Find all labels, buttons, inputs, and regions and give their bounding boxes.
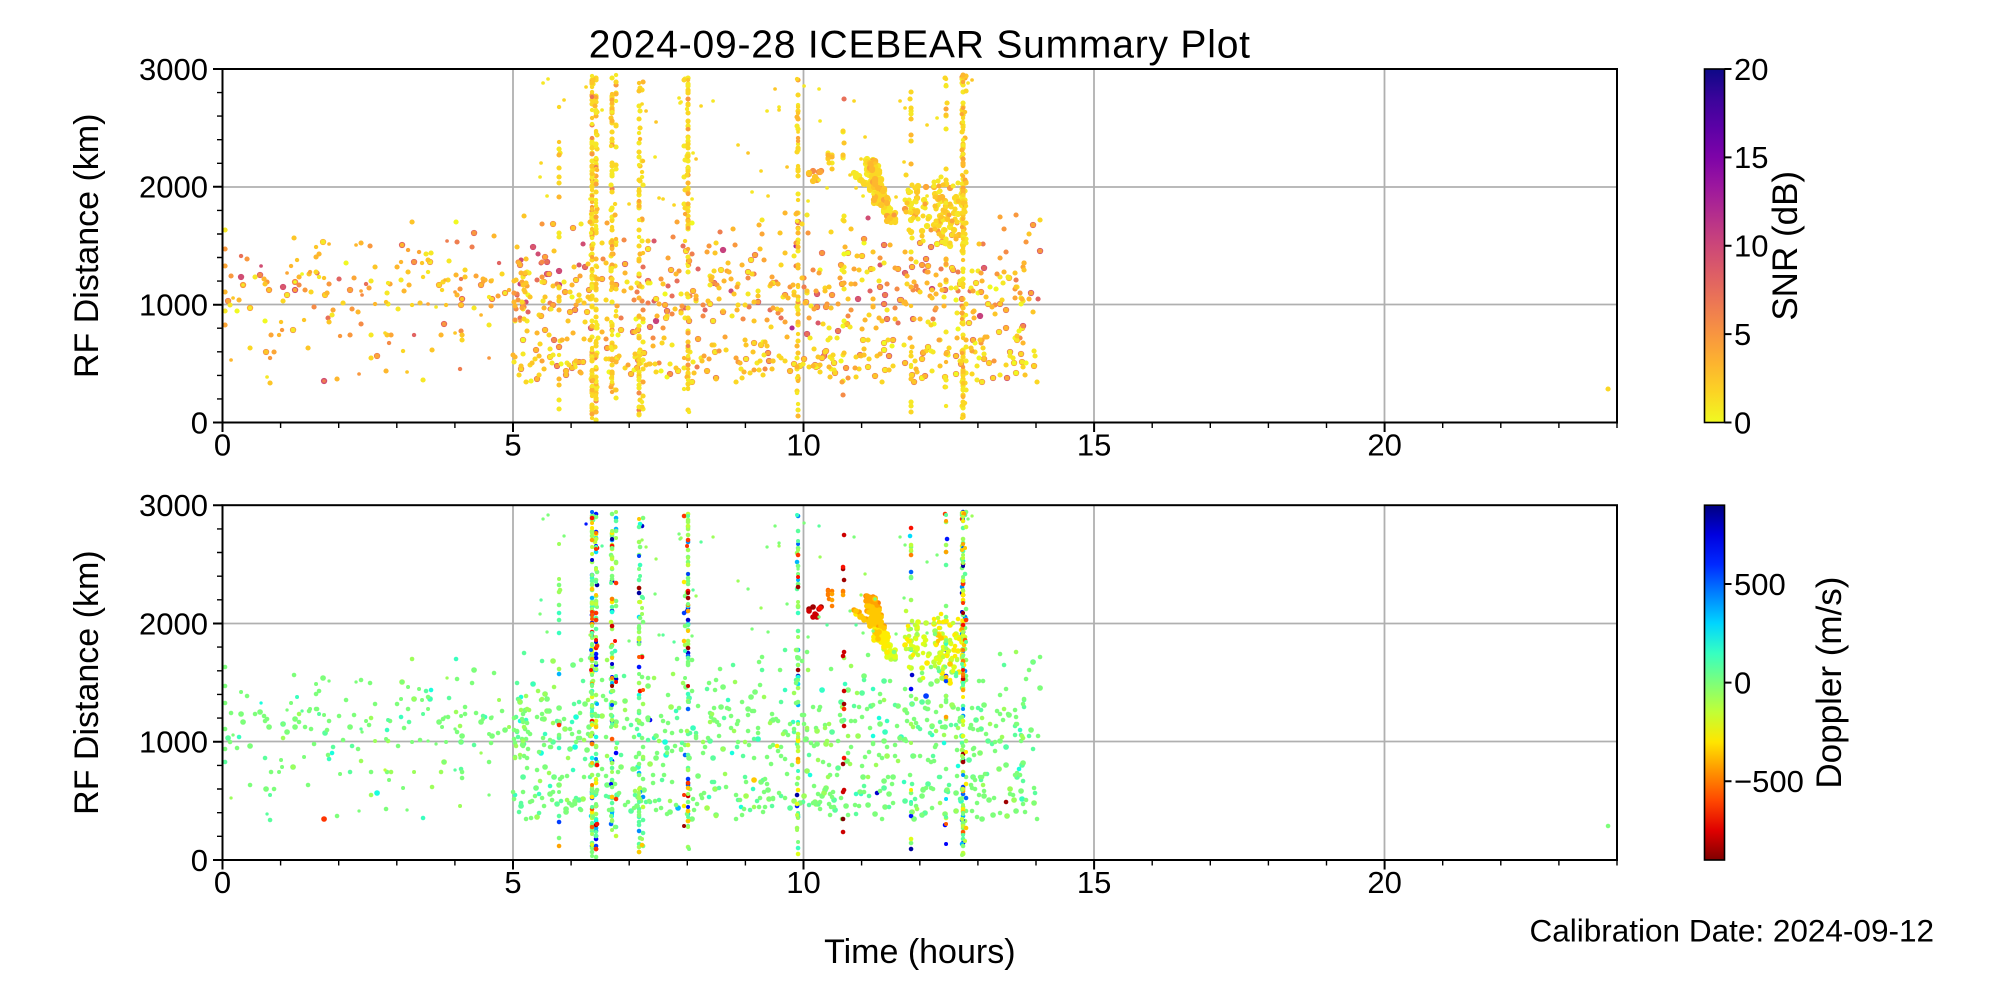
svg-text:5: 5 <box>504 865 521 900</box>
svg-text:−500: −500 <box>1734 764 1804 799</box>
svg-text:Time (hours): Time (hours) <box>824 933 1015 971</box>
svg-text:3000: 3000 <box>139 52 208 87</box>
svg-text:10: 10 <box>786 428 820 463</box>
svg-text:0: 0 <box>191 843 208 878</box>
svg-text:1000: 1000 <box>139 288 208 323</box>
svg-text:2024-09-28 ICEBEAR Summary Plo: 2024-09-28 ICEBEAR Summary Plot <box>589 24 1251 67</box>
svg-text:2000: 2000 <box>139 606 208 641</box>
svg-text:RF Distance (km): RF Distance (km) <box>68 114 106 378</box>
svg-text:20: 20 <box>1367 428 1401 463</box>
svg-text:15: 15 <box>1077 428 1111 463</box>
svg-text:20: 20 <box>1734 52 1768 87</box>
svg-text:3000: 3000 <box>139 488 208 523</box>
svg-text:SNR (dB): SNR (dB) <box>1766 171 1805 321</box>
svg-text:0: 0 <box>1734 405 1751 440</box>
svg-text:10: 10 <box>786 865 820 900</box>
svg-text:15: 15 <box>1734 140 1768 175</box>
svg-text:500: 500 <box>1734 567 1786 602</box>
svg-text:10: 10 <box>1734 229 1768 264</box>
svg-text:2000: 2000 <box>139 170 208 205</box>
svg-text:1000: 1000 <box>139 725 208 760</box>
svg-text:20: 20 <box>1367 865 1401 900</box>
svg-text:0: 0 <box>214 428 231 463</box>
svg-text:Calibration Date: 2024-09-12: Calibration Date: 2024-09-12 <box>1529 913 1934 949</box>
svg-text:0: 0 <box>1734 665 1751 700</box>
svg-text:15: 15 <box>1077 865 1111 900</box>
svg-text:0: 0 <box>191 405 208 440</box>
svg-text:0: 0 <box>214 865 231 900</box>
svg-text:5: 5 <box>1734 317 1751 352</box>
svg-text:5: 5 <box>504 428 521 463</box>
svg-text:RF Distance (km): RF Distance (km) <box>68 550 106 814</box>
svg-text:Doppler (m/s): Doppler (m/s) <box>1810 577 1849 789</box>
